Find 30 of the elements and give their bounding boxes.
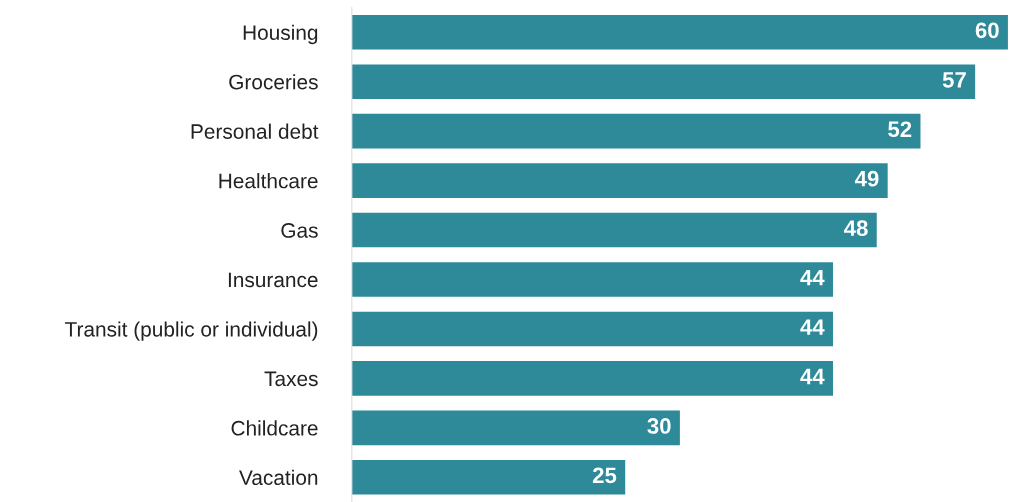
data-label: 49 (854, 170, 879, 187)
data-label: 25 (592, 467, 617, 484)
y-tick-label: Housing (243, 24, 318, 45)
y-tick-label: Groceries (229, 74, 318, 90)
data-label: 57 (942, 72, 966, 88)
bar (351, 64, 976, 100)
bar (351, 212, 877, 248)
y-tick-label: Taxes (264, 371, 318, 387)
bar (351, 262, 833, 297)
bar (351, 459, 626, 495)
y-tick-label: Vacation (239, 469, 318, 486)
bar (351, 311, 833, 347)
data-label: 52 (888, 121, 912, 138)
data-label: 48 (844, 220, 868, 237)
data-label: 44 (800, 319, 825, 335)
y-tick-label: Insurance (228, 272, 318, 288)
bar (351, 163, 888, 198)
bar (351, 113, 921, 149)
bar (351, 14, 1008, 50)
bar (351, 410, 680, 446)
y-tick-label: Gas (281, 223, 318, 238)
data-label: 44 (800, 269, 825, 286)
y-tick-label: Childcare (231, 420, 318, 436)
y-tick-label: Transit (public or individual) (65, 321, 318, 341)
data-label: 60 (975, 22, 999, 39)
bar (351, 361, 833, 396)
y-tick-label: Personal debt (191, 123, 319, 139)
data-label: 44 (800, 368, 825, 385)
data-label: 30 (647, 418, 671, 434)
y-tick-label: Healthcare (219, 173, 318, 189)
